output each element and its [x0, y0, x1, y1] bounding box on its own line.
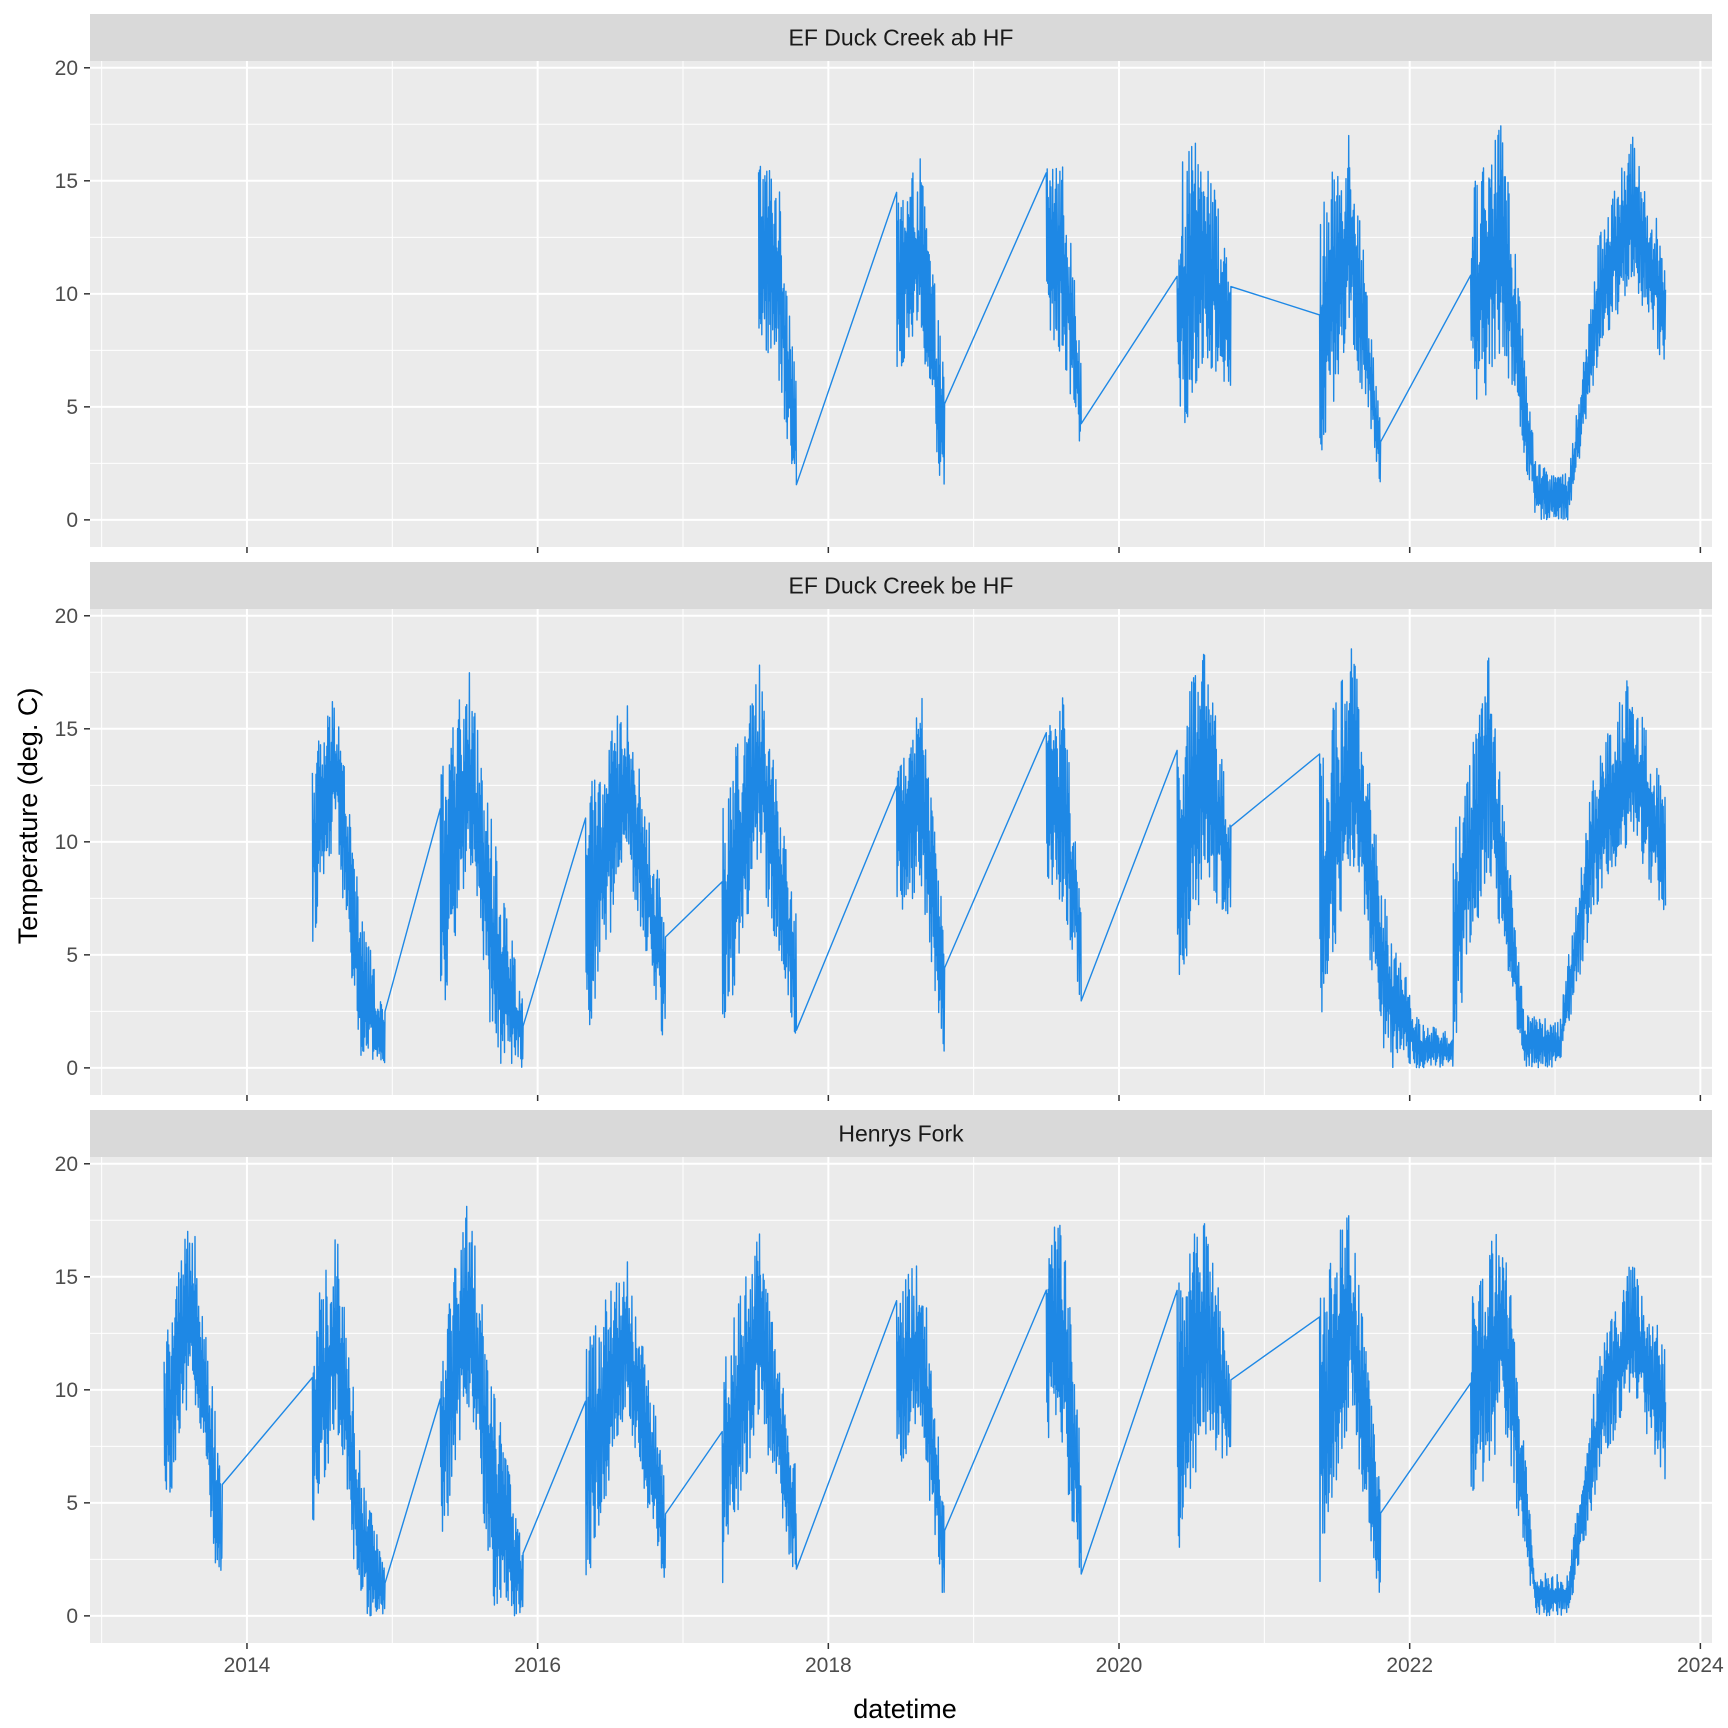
y-tick-label: 10	[55, 283, 78, 306]
facet-strip	[90, 1110, 1712, 1157]
y-tick-label: 15	[55, 1266, 78, 1289]
y-axis-title: Temperature (deg. C)	[13, 688, 43, 945]
facet-strip-label: EF Duck Creek be HF	[789, 573, 1014, 599]
facet-strip	[90, 14, 1712, 61]
y-tick-label: 5	[66, 944, 78, 967]
y-tick-label: 0	[66, 1605, 78, 1628]
x-tick-label: 2022	[1386, 1654, 1433, 1677]
y-tick-label: 10	[55, 831, 78, 854]
y-tick-label: 0	[66, 1057, 78, 1080]
y-tick-label: 20	[55, 1153, 78, 1176]
facet-panel: EF Duck Creek be HF 0 5 10 15 20	[55, 562, 1712, 1101]
y-tick-label: 10	[55, 1379, 78, 1402]
x-axis-title: datetime	[853, 1694, 957, 1724]
temperature-series-line	[163, 1205, 1667, 1617]
temperature-series-line	[757, 125, 1667, 521]
y-tick-label: 5	[66, 1492, 78, 1515]
facet-strip-label: Henrys Fork	[838, 1121, 964, 1147]
y-tick-label: 0	[66, 509, 78, 532]
x-tick-label: 2016	[514, 1654, 561, 1677]
x-tick-label: 2024	[1677, 1654, 1724, 1677]
facet-panel: Henrys Fork 0 5 10 15 20	[55, 1110, 1712, 1649]
y-tick-label: 20	[55, 605, 78, 628]
facet-panel: EF Duck Creek ab HF 0 5 10 15 20	[55, 14, 1712, 553]
y-tick-label: 5	[66, 396, 78, 419]
x-tick-label: 2020	[1096, 1654, 1143, 1677]
y-tick-label: 15	[55, 170, 78, 193]
y-tick-label: 20	[55, 57, 78, 80]
x-tick-label: 2018	[805, 1654, 852, 1677]
facet-strip	[90, 562, 1712, 609]
y-tick-label: 15	[55, 718, 78, 741]
facet-strip-label: EF Duck Creek ab HF	[789, 25, 1014, 51]
x-axis: 2014 2016 2018 2020 2022 2024	[224, 1654, 1724, 1677]
x-tick-label: 2014	[224, 1654, 271, 1677]
temperature-series-line	[311, 648, 1667, 1069]
